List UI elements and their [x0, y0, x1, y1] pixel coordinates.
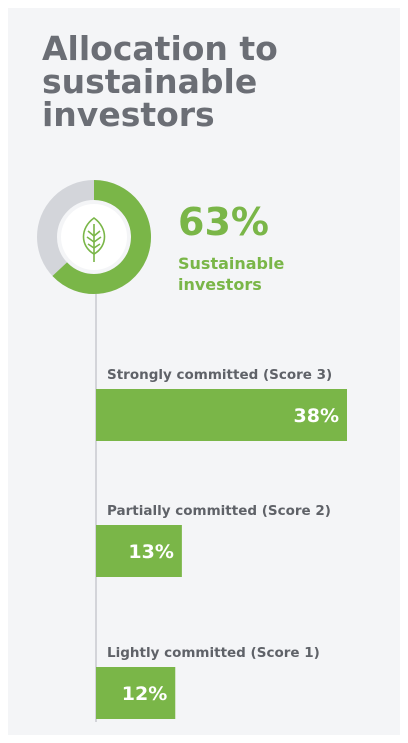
bar	[96, 525, 182, 577]
panel	[8, 8, 400, 735]
bar	[96, 389, 347, 441]
donut-segment	[52, 180, 151, 294]
bar-value: 12%	[122, 683, 167, 705]
bar-category: Lightly committed (Score 1)	[107, 645, 320, 661]
donut-label: Sustainable investors	[178, 254, 285, 294]
bar-category: Strongly committed (Score 3)	[107, 367, 332, 383]
bar	[96, 667, 176, 719]
donut-value: 63%	[178, 200, 269, 244]
bar-category: Partially committed (Score 2)	[107, 503, 331, 519]
bar-value: 13%	[128, 541, 173, 563]
title: Allocation to sustainable investors	[42, 29, 278, 134]
leaf-icon	[82, 217, 106, 262]
bar-value: 38%	[294, 405, 339, 427]
